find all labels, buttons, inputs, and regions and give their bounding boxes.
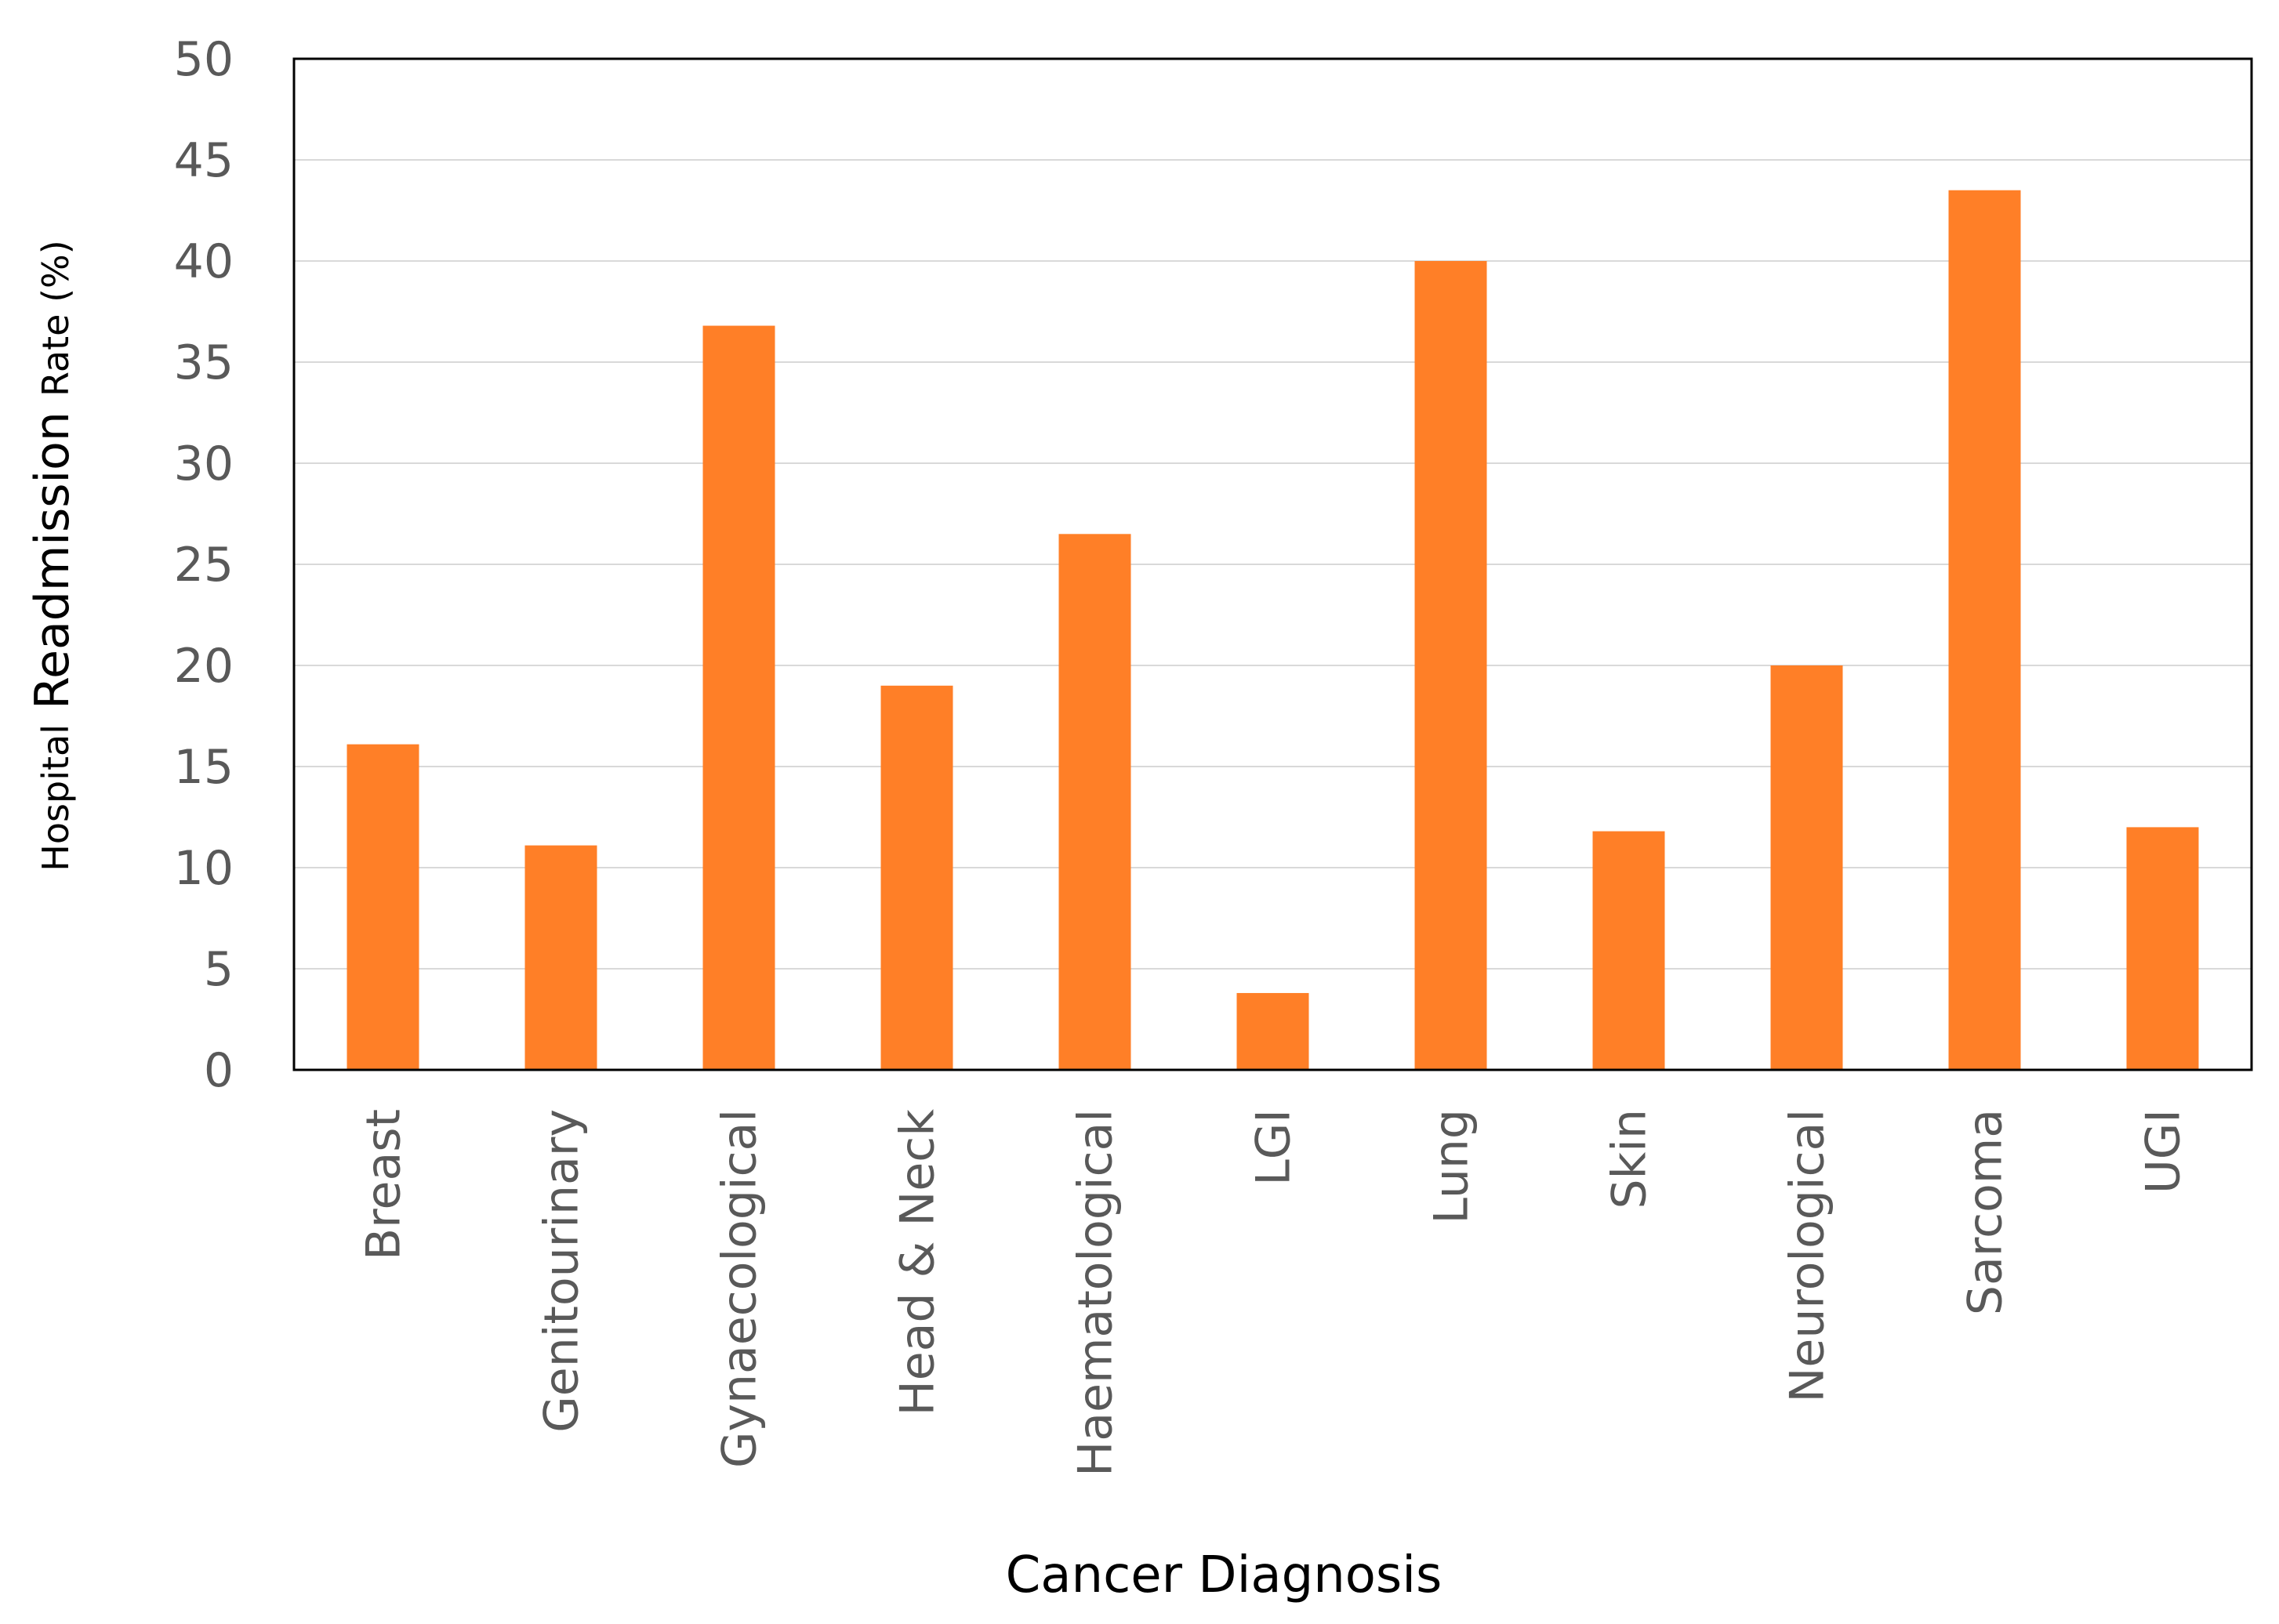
plot-area-frame (292, 57, 2253, 1071)
y-tick-label: 30 (174, 437, 234, 491)
y-tick-label: 20 (174, 639, 234, 694)
gridlines (294, 159, 2252, 970)
bar-genitourinary (524, 845, 597, 1070)
x-tick-label: UGI (2136, 1109, 2191, 1194)
bar-ugi (2126, 827, 2199, 1070)
y-axis-ticks: 0 5 10 15 20 25 30 35 40 45 50 (174, 32, 234, 1098)
y-tick-label: 40 (174, 234, 234, 289)
x-axis-ticks: Breast Genitourinary Gynaecological Head & … (357, 1109, 2191, 1477)
x-tick-label: Genitourinary (535, 1109, 590, 1433)
bar-skin (1592, 831, 1665, 1070)
bar-sarcoma (1948, 190, 2021, 1071)
y-tick-label: 35 (174, 335, 234, 390)
y-tick-label: 0 (204, 1043, 234, 1098)
bars (347, 190, 2199, 1071)
x-tick-label: Head & Neck (891, 1109, 945, 1416)
x-axis-title: Cancer Diagnosis (1006, 1546, 1443, 1604)
bar-gynaecological (702, 325, 775, 1070)
x-tick-label: Breast (357, 1109, 412, 1260)
y-tick-label: 45 (174, 133, 234, 188)
bar-neurological (1770, 665, 1843, 1070)
x-tick-label: LGI (1247, 1109, 1301, 1186)
bar-lgi (1236, 992, 1309, 1070)
x-tick-label: Gynaecological (713, 1109, 768, 1468)
x-tick-label: Haematological (1069, 1109, 1123, 1477)
y-tick-label: 5 (204, 942, 234, 997)
x-tick-label: Lung (1424, 1109, 1479, 1224)
y-axis-title-part1: Hospital (34, 724, 77, 872)
x-tick-label: Sarcoma (1958, 1109, 2013, 1315)
x-tick-label: Skin (1602, 1109, 1657, 1209)
x-tick-label: Neurological (1780, 1109, 1835, 1402)
bar-breast (347, 744, 419, 1070)
bar-lung (1414, 261, 1487, 1070)
y-tick-label: 25 (174, 538, 234, 593)
y-axis-title-part3: Rate (%) (34, 240, 77, 397)
bar-haematological (1058, 534, 1131, 1070)
y-tick-label: 15 (174, 740, 234, 795)
y-tick-label: 50 (174, 32, 234, 87)
y-axis-title: Hospital Readmission Rate (%) (25, 240, 80, 871)
bar-head-neck (880, 685, 953, 1070)
y-tick-label: 10 (174, 841, 234, 896)
y-axis-title-part2: Readmission (25, 411, 80, 709)
